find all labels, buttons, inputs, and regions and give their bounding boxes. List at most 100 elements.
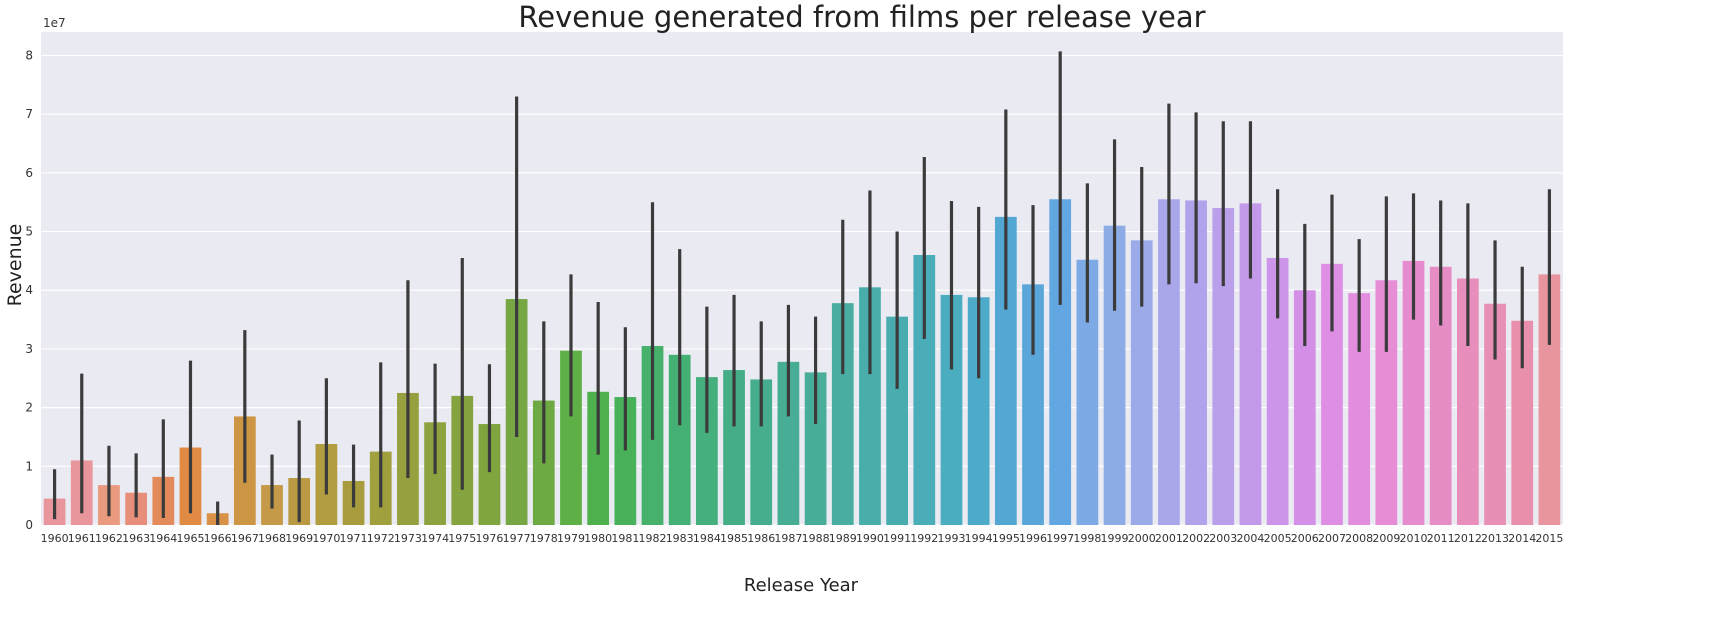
y-tick-label: 3 <box>25 342 33 356</box>
bar <box>1239 203 1262 525</box>
x-tick-label: 1977 <box>503 532 531 545</box>
x-tick-label: 1969 <box>285 532 313 545</box>
x-tick-label: 1978 <box>530 532 558 545</box>
bar <box>1049 199 1072 525</box>
x-tick-label: 1980 <box>584 532 612 545</box>
bar <box>940 294 963 525</box>
x-tick-label: 2006 <box>1291 532 1319 545</box>
x-tick-labels: 1960 1961 1962 1963 1964 1965 1966 1967 1968 1969… <box>41 532 1564 545</box>
bar <box>1158 199 1180 525</box>
x-tick-label: 1991 <box>883 532 911 545</box>
x-tick-label: 2015 <box>1535 532 1563 545</box>
x-tick-label: 1972 <box>367 532 395 545</box>
x-tick-label: 2000 <box>1128 532 1156 545</box>
x-tick-label: 2002 <box>1182 532 1210 545</box>
bar <box>777 361 800 525</box>
bar <box>696 377 718 525</box>
bar <box>478 424 501 525</box>
bar <box>1321 263 1343 525</box>
x-tick-label: 1962 <box>95 532 123 545</box>
x-axis-label: Release Year <box>744 575 859 596</box>
x-tick-label: 1987 <box>774 532 802 545</box>
x-tick-label: 1992 <box>910 532 938 545</box>
bar <box>1457 278 1479 525</box>
x-tick-label: 1964 <box>149 532 177 545</box>
x-tick-label: 2014 <box>1508 532 1536 545</box>
x-tick-label: 1996 <box>1019 532 1047 545</box>
bar <box>614 397 637 525</box>
x-tick-label: 2004 <box>1236 532 1264 545</box>
chart-title: Revenue generated from films per release… <box>518 0 1205 34</box>
x-tick-label: 1986 <box>747 532 775 545</box>
y-tick-label: 7 <box>25 107 33 121</box>
bar <box>886 316 908 525</box>
bar <box>1103 225 1126 525</box>
y-tick-label: 5 <box>25 225 33 239</box>
bar <box>587 391 610 525</box>
bar <box>1185 200 1207 526</box>
x-tick-label: 1982 <box>639 532 667 545</box>
y-tick-labels: 0 1 2 3 4 5 6 7 8 <box>25 48 33 532</box>
bar <box>750 379 773 525</box>
x-tick-label: 1974 <box>421 532 449 545</box>
x-tick-label: 1994 <box>965 532 993 545</box>
x-tick-label: 1988 <box>802 532 830 545</box>
bar <box>668 354 691 525</box>
x-tick-label: 2008 <box>1345 532 1373 545</box>
bar <box>1429 266 1452 525</box>
x-tick-label: 2013 <box>1481 532 1509 545</box>
bar <box>804 372 827 525</box>
y-tick-label: 4 <box>25 283 33 297</box>
x-tick-label: 1979 <box>557 532 585 545</box>
x-tick-label: 2007 <box>1318 532 1346 545</box>
x-tick-label: 1971 <box>340 532 368 545</box>
x-tick-label: 1966 <box>204 532 232 545</box>
bar <box>723 370 745 525</box>
x-tick-label: 1961 <box>68 532 96 545</box>
y-tick-label: 2 <box>25 401 33 415</box>
x-tick-label: 1960 <box>41 532 69 545</box>
bar <box>1266 257 1289 525</box>
x-tick-label: 1995 <box>992 532 1020 545</box>
x-tick-label: 1963 <box>122 532 150 545</box>
bar <box>1293 290 1316 525</box>
bar <box>831 303 854 525</box>
bar <box>1022 284 1044 525</box>
x-tick-label: 1970 <box>312 532 340 545</box>
error-bars <box>52 51 1552 525</box>
bar <box>1511 320 1534 525</box>
x-tick-label: 1973 <box>394 532 422 545</box>
bars <box>43 199 1561 526</box>
x-tick-label: 2009 <box>1372 532 1400 545</box>
x-tick-label: 1989 <box>829 532 857 545</box>
y-axis-label: Revenue <box>4 224 26 307</box>
x-tick-label: 1983 <box>666 532 694 545</box>
bar <box>1538 274 1561 525</box>
bar <box>1375 280 1398 525</box>
x-tick-label: 1999 <box>1101 532 1129 545</box>
x-tick-label: 2001 <box>1155 532 1183 545</box>
bar <box>1130 240 1153 525</box>
x-tick-label: 2012 <box>1454 532 1482 545</box>
x-tick-label: 2011 <box>1427 532 1455 545</box>
bar <box>1348 293 1371 525</box>
x-tick-label: 1985 <box>720 532 748 545</box>
x-tick-label: 2010 <box>1400 532 1428 545</box>
x-tick-label: 2005 <box>1264 532 1292 545</box>
x-tick-label: 1975 <box>448 532 476 545</box>
bar <box>913 255 936 525</box>
y-tick-label: 8 <box>25 48 33 62</box>
x-tick-label: 1998 <box>1073 532 1101 545</box>
y-tick-label: 0 <box>25 518 33 532</box>
y-tick-label: 1 <box>25 459 33 473</box>
x-tick-label: 1993 <box>937 532 965 545</box>
bar <box>994 216 1017 525</box>
x-tick-label: 1965 <box>176 532 204 545</box>
x-tick-label: 1990 <box>856 532 884 545</box>
bar <box>1212 208 1235 526</box>
x-tick-label: 1981 <box>611 532 639 545</box>
x-tick-label: 1967 <box>231 532 259 545</box>
bar <box>859 287 881 525</box>
